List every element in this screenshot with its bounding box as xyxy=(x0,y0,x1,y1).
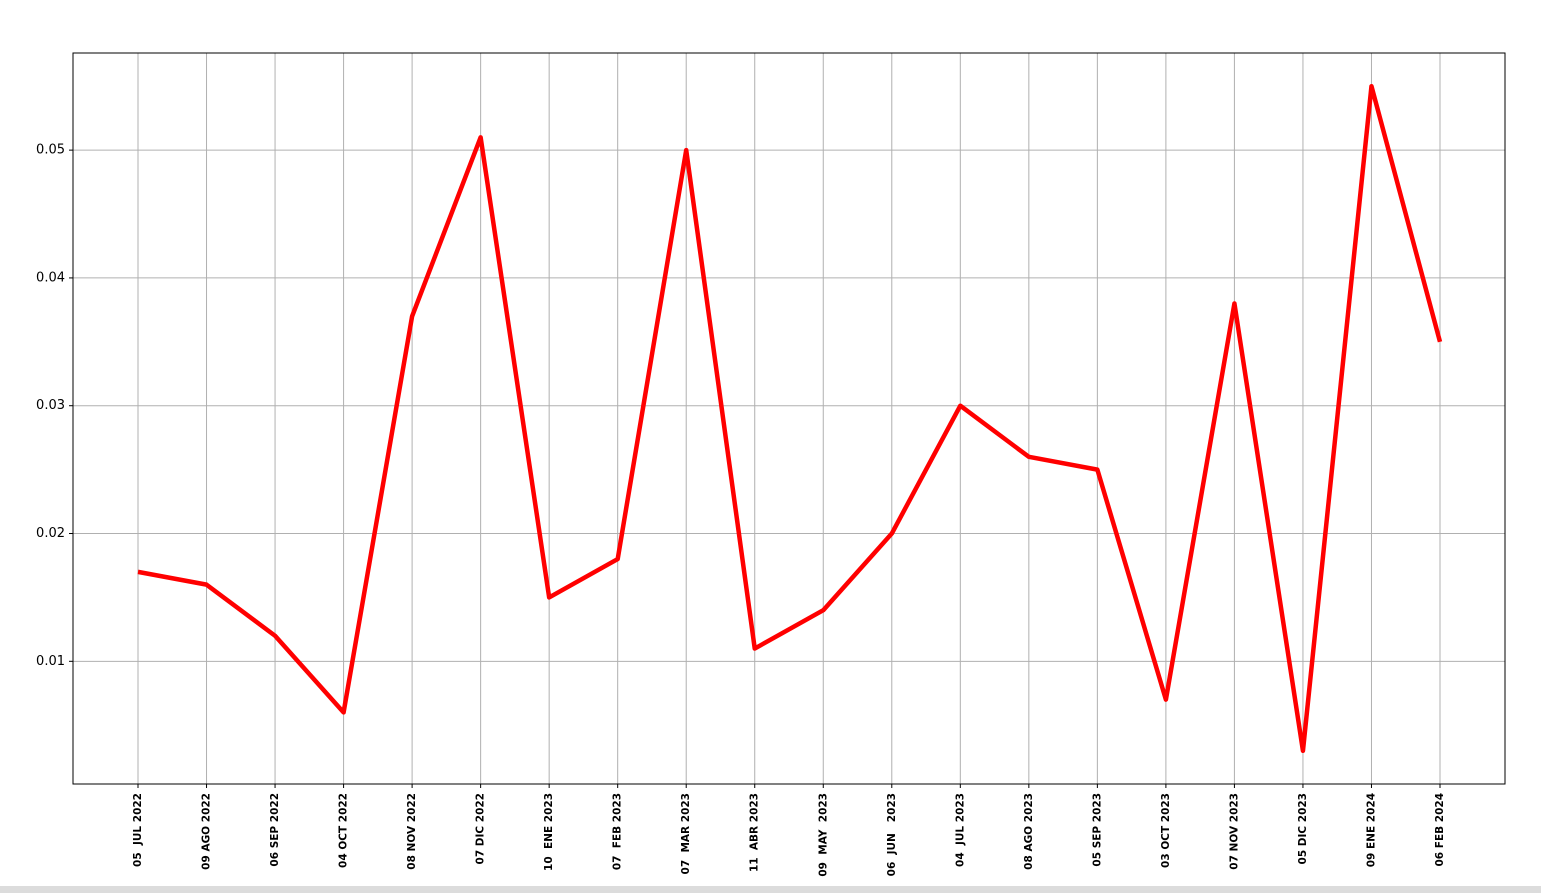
data-line xyxy=(137,83,1443,754)
x-tick-label: 07 DIC 2022 xyxy=(475,793,487,864)
x-tick-label: 05 SEP 2023 xyxy=(1091,793,1103,867)
y-tick-label: 0.05 xyxy=(36,143,65,158)
y-tick-label: 0.04 xyxy=(36,270,65,285)
x-tick-label: 09 AGO 2022 xyxy=(201,793,213,870)
plot-frame xyxy=(72,52,1506,785)
x-tick-label: 05 JUL 2022 xyxy=(132,793,144,867)
y-tick-label: 0.02 xyxy=(36,526,65,541)
x-tick-label: 07 FEB 2023 xyxy=(612,793,624,870)
x-tick-label: 07 MAR 2023 xyxy=(680,793,692,874)
x-tick-label: 03 OCT 2023 xyxy=(1160,793,1172,868)
x-tick-label: 07 NOV 2023 xyxy=(1228,793,1240,870)
x-tick-label: 09 MAY 2023 xyxy=(817,793,829,877)
x-tick-label: 06 FEB 2024 xyxy=(1434,793,1446,867)
x-tick-label: 04 JUL 2023 xyxy=(954,793,966,867)
x-tick-label: 08 AGO 2023 xyxy=(1023,793,1035,870)
x-tick-label: 08 NOV 2022 xyxy=(406,793,418,870)
x-tick-label: 04 OCT 2022 xyxy=(338,793,350,868)
x-tick-label: 09 ENE 2024 xyxy=(1365,793,1377,867)
x-tick-label: 11 ABR 2023 xyxy=(749,793,761,872)
y-tick-label: 0.03 xyxy=(36,398,65,413)
x-tick-label: 05 DIC 2023 xyxy=(1297,793,1309,864)
bottom-bar xyxy=(0,886,1541,893)
x-tick-label: 10 ENE 2023 xyxy=(543,793,555,871)
x-tick-label: 06 JUN 2023 xyxy=(886,793,898,876)
x-tick-label: 06 SEP 2022 xyxy=(269,793,281,867)
y-tick-label: 0.01 xyxy=(36,654,65,669)
